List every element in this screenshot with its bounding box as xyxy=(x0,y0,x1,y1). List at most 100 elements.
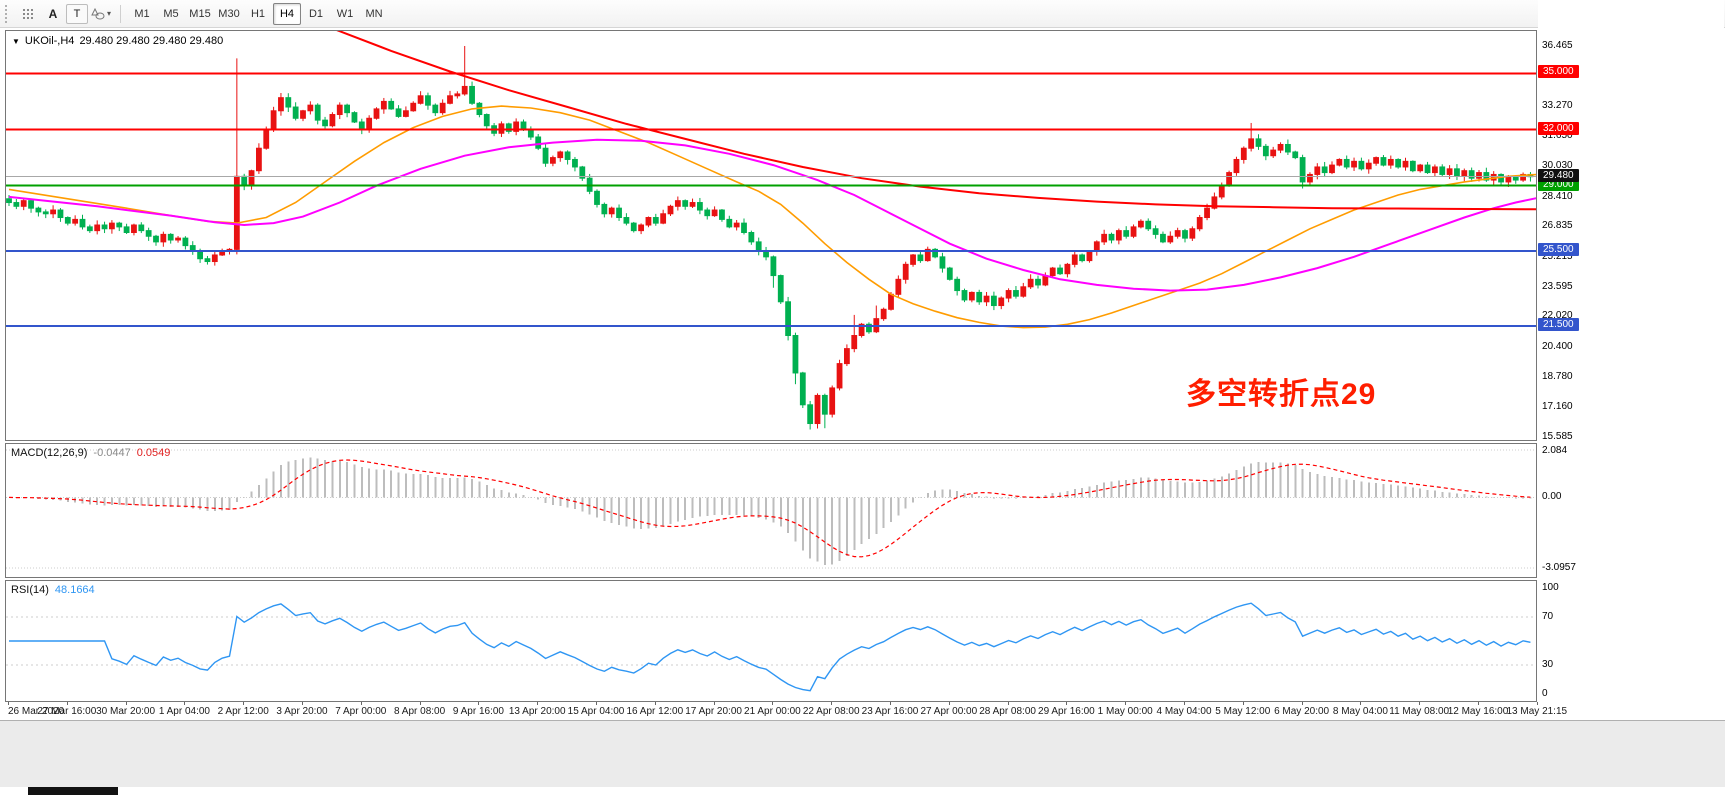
macd-title: MACD(12,26,9) xyxy=(11,447,88,459)
time-tick xyxy=(1184,702,1185,705)
timeframe-h4-button[interactable]: H4 xyxy=(273,2,301,25)
rsi-axis-label: 30 xyxy=(1542,659,1554,670)
grid-dots-icon xyxy=(23,8,33,19)
price-level-badge: 32.000 xyxy=(1538,121,1579,135)
rsi-value: 48.1664 xyxy=(54,584,95,596)
toolbar: A T ▾ M1 M5 M15 M30 H1 H4 D1 W1 MN xyxy=(0,0,1725,28)
chart-title: ▼ UKOil-,H4 29.480 29.480 29.480 29.480 xyxy=(12,35,223,47)
time-tick xyxy=(184,702,186,705)
time-tick xyxy=(243,702,245,705)
time-tick xyxy=(302,702,303,705)
grid-dots-button[interactable] xyxy=(16,2,40,26)
time-tick xyxy=(654,702,656,705)
time-tick xyxy=(890,702,891,705)
time-label: 8 May 04:00 xyxy=(1332,706,1388,717)
macd-label: MACD(12,26,9) -0.0447 0.0549 xyxy=(11,447,170,459)
rsi-canvas xyxy=(6,602,1536,692)
timeframe-m30-button[interactable]: M30 xyxy=(218,7,240,20)
toolbar-drag-handle[interactable] xyxy=(5,4,10,23)
time-label: 16 Apr 12:00 xyxy=(626,706,684,717)
price-grid-label: 31.650 xyxy=(1542,130,1573,142)
macd-pane[interactable]: MACD(12,26,9) -0.0447 0.0549 xyxy=(5,443,1537,578)
ma-long-red xyxy=(336,31,1536,211)
time-label: 8 Apr 08:00 xyxy=(394,706,446,717)
rsi-axis-label: 70 xyxy=(1542,611,1554,622)
timeframe-mn-button[interactable]: MN xyxy=(365,7,383,20)
timeframe-m1-button[interactable]: M1 xyxy=(134,7,150,20)
chart-symbol-period: UKOil-,H4 xyxy=(24,35,75,47)
time-label: 22 Apr 08:00 xyxy=(802,706,860,717)
time-label: 2 Apr 12:00 xyxy=(217,706,269,717)
shapes-icon xyxy=(91,7,105,19)
price-level-badge: 21.500 xyxy=(1538,318,1579,332)
time-label: 27 Mar 16:00 xyxy=(37,706,97,717)
chevron-down-icon: ▾ xyxy=(106,9,111,18)
time-tick xyxy=(537,702,539,705)
time-label: 9 Apr 16:00 xyxy=(452,706,504,717)
ma-slow-magenta xyxy=(8,138,1536,292)
time-label: 15 Apr 04:00 xyxy=(567,706,625,717)
current-price-badge: 29.480 xyxy=(1538,168,1579,182)
time-label: 21 Apr 00:00 xyxy=(744,706,801,717)
rsi-title: RSI(14) xyxy=(11,584,49,596)
time-tick xyxy=(1301,702,1303,705)
time-label: 1 Apr 04:00 xyxy=(158,706,210,717)
price-grid-label: 30.030 xyxy=(1542,160,1573,172)
time-axis[interactable]: 26 Mar 2020 27 Mar 16:00 30 Mar 20:00 1 Apr… xyxy=(5,702,1723,720)
main-chart-pane[interactable]: ▼ UKOil-,H4 29.480 29.480 29.480 29.480 … xyxy=(5,30,1537,441)
text-tool-button[interactable]: T xyxy=(66,3,88,24)
time-label: 29 Apr 16:00 xyxy=(1038,706,1095,717)
time-label: 4 May 04:00 xyxy=(1156,706,1212,717)
time-tick xyxy=(478,702,480,705)
time-tick xyxy=(1360,702,1362,705)
macd-value-main: -0.0447 xyxy=(93,447,131,459)
time-label: 1 May 00:00 xyxy=(1097,706,1153,717)
time-tick xyxy=(125,702,127,705)
toolbar-separator xyxy=(120,4,121,23)
annotation-text[interactable]: 多空转折点29 xyxy=(1186,378,1377,411)
terminal-area xyxy=(0,720,1725,787)
macd-value-signal: 0.0549 xyxy=(136,447,171,459)
time-label: 7 Apr 00:00 xyxy=(335,706,387,717)
price-grid-label: 20.400 xyxy=(1542,340,1573,352)
shapes-tool-button[interactable]: ▾ xyxy=(89,2,113,26)
time-label: 13 Apr 20:00 xyxy=(508,706,566,717)
time-label: 12 May 16:00 xyxy=(1447,706,1509,717)
timeframe-m15-button[interactable]: M15 xyxy=(189,7,211,20)
macd-axis-label: -3.0957 xyxy=(1542,561,1576,573)
time-label: 17 Apr 20:00 xyxy=(685,706,742,717)
time-tick xyxy=(772,702,774,705)
time-tick xyxy=(1066,702,1068,705)
ma-fast-orange xyxy=(8,105,1536,329)
time-tick xyxy=(713,702,715,705)
time-tick xyxy=(596,702,597,705)
timeframe-m5-button[interactable]: M5 xyxy=(163,7,179,20)
timeframe-w1-button[interactable]: W1 xyxy=(336,7,354,20)
price-grid-label: 33.270 xyxy=(1542,99,1573,111)
price-grid-label: 15.585 xyxy=(1542,430,1573,442)
time-tick xyxy=(1536,702,1538,705)
time-tick xyxy=(1242,702,1244,705)
time-tick xyxy=(419,702,421,705)
price-grid-label: 28.410 xyxy=(1542,190,1573,202)
macd-axis-label: 0.00 xyxy=(1542,491,1562,503)
timeframe-d1-button[interactable]: D1 xyxy=(308,7,324,20)
price-grid-label: 23.595 xyxy=(1542,280,1573,292)
macd-axis-label: 2.084 xyxy=(1542,445,1568,456)
time-tick xyxy=(831,702,833,705)
time-label: 23 Apr 16:00 xyxy=(861,706,919,717)
rsi-pane[interactable]: RSI(14) 48.1664 xyxy=(5,580,1537,702)
price-grid-label: 26.835 xyxy=(1542,220,1573,232)
rsi-label: RSI(14) 48.1664 xyxy=(11,584,95,596)
timeframe-h1-button[interactable]: H1 xyxy=(250,7,266,20)
time-label: 6 May 20:00 xyxy=(1274,706,1330,717)
time-tick xyxy=(1478,702,1479,705)
time-label: 5 May 12:00 xyxy=(1215,706,1271,717)
price-axis[interactable]: 36.465 33.270 31.650 30.030 28.410 26.835 25.2… xyxy=(1538,0,1724,795)
cursor-a-tool-button[interactable]: A xyxy=(48,6,58,21)
bottom-strip xyxy=(0,787,1725,795)
price-level-badge: 25.500 xyxy=(1538,243,1579,257)
timeframe-group: M1 M5 M15 M30 H1 H4 D1 W1 MN xyxy=(128,2,388,25)
time-label: 3 Apr 20:00 xyxy=(276,706,328,717)
time-tick xyxy=(948,702,950,705)
